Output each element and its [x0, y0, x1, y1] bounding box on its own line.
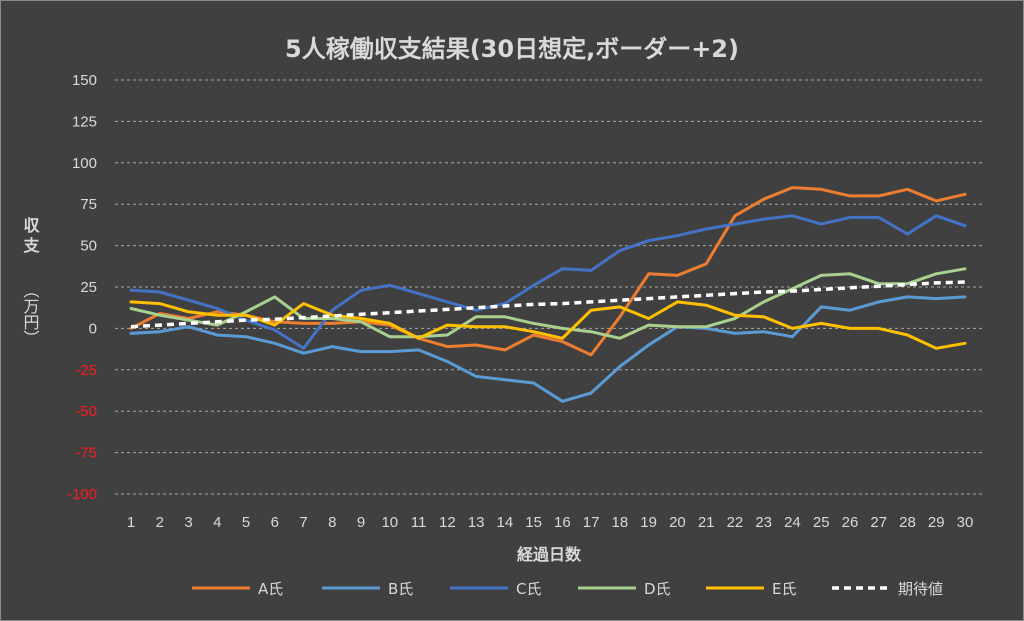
x-tick-label: 15 [525, 514, 542, 531]
series-line-4 [129, 267, 967, 340]
series-line-1 [129, 186, 967, 357]
x-tick-label: 2 [156, 514, 164, 531]
x-tick-label: 8 [328, 514, 336, 531]
x-tick-label: 3 [184, 514, 192, 531]
y-tick-label: -75 [75, 445, 97, 462]
x-tick-label: 4 [213, 514, 221, 531]
x-tick-label: 17 [583, 514, 600, 531]
x-tick-label: 10 [381, 514, 398, 531]
y-axis-label: 収支 [21, 217, 41, 257]
x-tick-label: 18 [612, 514, 629, 531]
y-tick-label: 25 [80, 279, 97, 296]
legend-label: D氏 [644, 580, 671, 598]
y-tick-label: 0 [89, 320, 97, 337]
x-tick-label: 25 [813, 514, 830, 531]
chart-title: 5人稼働収支結果(30日想定,ボーダー+2) [285, 35, 739, 63]
legend-label: B氏 [388, 580, 413, 598]
y-axis-ticks: 150 125 100 75 50 25 0 -25 -50 -75 -100 [67, 72, 97, 503]
x-tick-label: 12 [439, 514, 456, 531]
series-line-2 [129, 295, 967, 403]
y-tick-label: -100 [67, 486, 97, 503]
legend-label: 期待値 [898, 580, 943, 598]
x-axis-label: 経過日数 [517, 545, 582, 564]
x-tick-label: 28 [899, 514, 916, 531]
x-tick-label: 9 [357, 514, 365, 531]
x-tick-label: 7 [299, 514, 307, 531]
x-tick-label: 21 [698, 514, 715, 531]
x-tick-label: 29 [928, 514, 945, 531]
series-lines [129, 186, 967, 403]
series-line-5 [129, 300, 967, 350]
y-tick-label: 150 [72, 72, 97, 89]
legend-label: A氏 [258, 580, 283, 598]
x-tick-label: 1 [127, 514, 135, 531]
x-tick-label: 26 [842, 514, 859, 531]
x-tick-label: 30 [957, 514, 974, 531]
series-line-6 [130, 280, 966, 329]
x-tick-label: 24 [784, 514, 801, 531]
x-axis-ticks: 1 2 3 4 5 6 7 8 9 10 11 12 13 14 15 16 17 18 19 20 21 22 23 24 2… [127, 514, 974, 531]
x-tick-label: 6 [271, 514, 279, 531]
x-tick-label: 23 [755, 514, 772, 531]
gridlines [115, 79, 982, 495]
x-tick-label: 11 [411, 514, 427, 531]
y-tick-label: -25 [75, 362, 97, 379]
x-tick-label: 22 [727, 514, 744, 531]
y-tick-label: 50 [80, 238, 97, 255]
x-tick-label: 14 [497, 514, 514, 531]
y-tick-label: 125 [72, 113, 97, 130]
x-tick-label: 27 [870, 514, 887, 531]
x-tick-label: 5 [242, 514, 250, 531]
x-tick-label: 20 [669, 514, 686, 531]
legend-label: E氏 [772, 580, 796, 598]
x-tick-label: 16 [554, 514, 571, 531]
x-tick-label: 13 [468, 514, 485, 531]
y-tick-label: 100 [72, 155, 97, 172]
y-tick-label: -50 [75, 403, 97, 420]
series-line-3 [129, 214, 967, 350]
legend: A氏 B氏 C氏 D氏 E氏 期待値 [192, 580, 943, 598]
y-tick-label: 75 [80, 196, 97, 213]
y-axis-unit-label: （万円） [21, 282, 40, 346]
x-tick-label: 19 [640, 514, 657, 531]
legend-label: C氏 [516, 580, 541, 598]
